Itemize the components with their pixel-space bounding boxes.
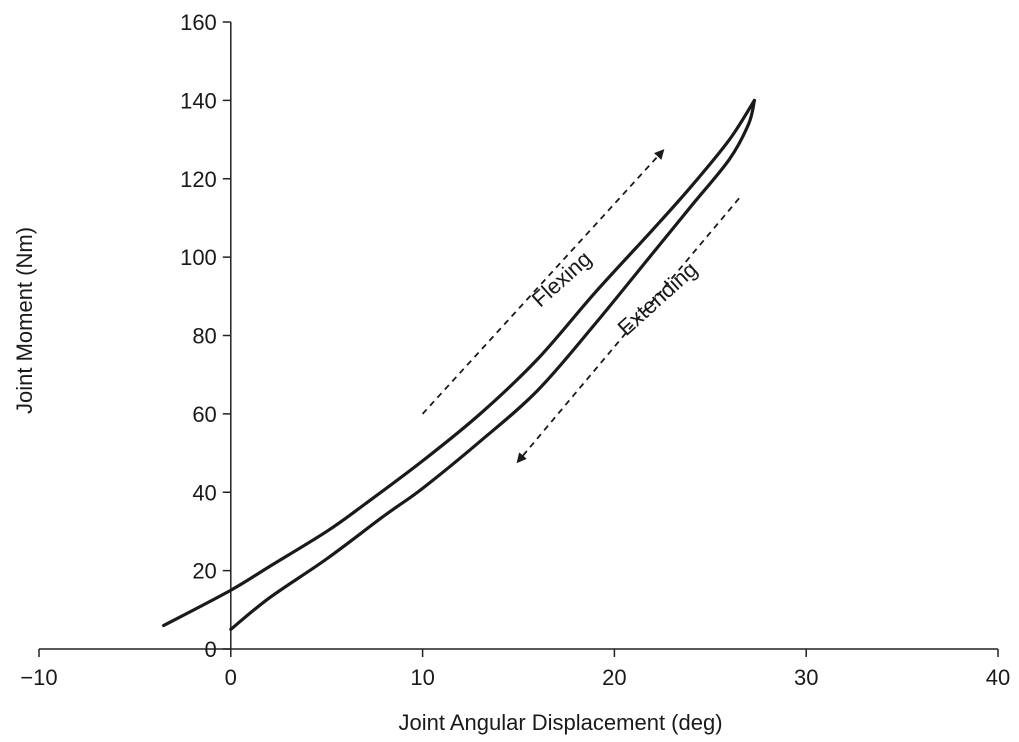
x-tick-label: 40 (986, 665, 1010, 690)
y-tick-label: 0 (205, 637, 217, 662)
x-axis-title: Joint Angular Displacement (deg) (398, 710, 722, 735)
axes: −10 0 10 20 30 40 0 20 40 60 80 100 120 140 160 (20, 10, 1010, 690)
y-tick-label: 160 (180, 10, 217, 35)
x-tick-label: 20 (602, 665, 626, 690)
y-tick-label: 40 (192, 480, 216, 505)
x-tick-label: 10 (410, 665, 434, 690)
y-axis-title: Joint Moment (Nm) (12, 227, 37, 414)
extending-arrow (516, 197, 740, 464)
hysteresis-curves (162, 98, 757, 632)
unloading-curve (229, 98, 757, 632)
y-tick-label: 140 (180, 88, 217, 113)
annotations: Flexing Extending (421, 149, 740, 464)
loading-curve (162, 98, 757, 628)
y-tick-label: 80 (192, 324, 216, 349)
x-tick-label: 30 (794, 665, 818, 690)
flexing-arrow (421, 149, 665, 415)
y-tick-label: 120 (180, 167, 217, 192)
y-tick-label: 60 (192, 402, 216, 427)
x-tick-label: 0 (225, 665, 237, 690)
x-tick-label: −10 (20, 665, 57, 690)
y-tick-label: 20 (192, 559, 216, 584)
y-tick-label: 100 (180, 245, 217, 270)
extending-label: Extending (613, 257, 702, 341)
